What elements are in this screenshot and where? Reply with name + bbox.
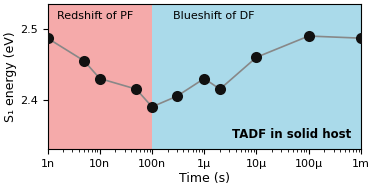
Text: Blueshift of DF: Blueshift of DF: [173, 11, 254, 21]
X-axis label: Time (s): Time (s): [179, 172, 230, 185]
Bar: [47, 4, 152, 149]
Y-axis label: S₁ energy (eV): S₁ energy (eV): [4, 31, 17, 122]
Text: TADF in solid host: TADF in solid host: [232, 128, 352, 141]
Text: Redshift of PF: Redshift of PF: [57, 11, 133, 21]
